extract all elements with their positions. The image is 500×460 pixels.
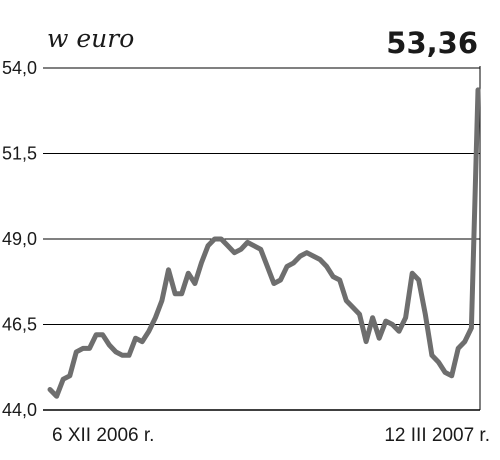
y-tick-label: 51,5 (2, 144, 37, 164)
latest-value: 53,36 (386, 26, 478, 60)
y-tick-label: 46,5 (2, 315, 37, 335)
y-tick-label: 49,0 (2, 229, 37, 249)
y-tick-label: 54,0 (2, 58, 37, 78)
x-label-end: 12 III 2007 r. (384, 425, 490, 446)
unit-label: w euro (47, 24, 135, 53)
x-label-start: 6 XII 2006 r. (52, 425, 154, 446)
y-tick-label: 44,0 (2, 400, 37, 420)
price-series-line (47, 87, 481, 399)
